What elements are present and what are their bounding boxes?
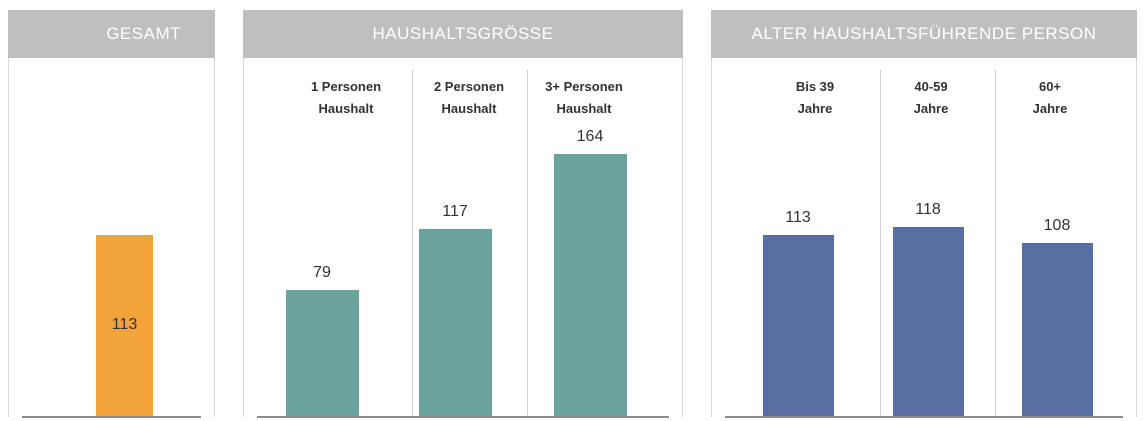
bar xyxy=(554,154,627,416)
separator xyxy=(412,70,413,416)
value-label: 108 xyxy=(1017,217,1097,235)
category-label: 40-59 Jahre xyxy=(871,76,991,120)
value-label: 113 xyxy=(758,209,838,227)
panel-header: GESAMT xyxy=(8,10,215,58)
baseline xyxy=(725,416,1123,418)
value-label: 113 xyxy=(85,316,165,334)
bar xyxy=(419,229,492,416)
bar xyxy=(763,235,834,416)
page: (() => { const data = JSON.parse(documen… xyxy=(0,0,1147,421)
category-label: 2 Personen Haushalt xyxy=(409,76,529,120)
panel-header: ALTER HAUSHALTSFÜHRENDE PERSON xyxy=(711,10,1137,58)
category-label: Bis 39 Jahre xyxy=(755,76,875,120)
baseline xyxy=(22,416,201,418)
value-label: 117 xyxy=(415,203,495,221)
separator xyxy=(527,70,528,416)
bar xyxy=(286,290,359,416)
category-label: 3+ Personen Haushalt xyxy=(524,76,644,120)
category-label: 1 Personen Haushalt xyxy=(286,76,406,120)
category-label: 60+ Jahre xyxy=(990,76,1110,120)
value-label: 164 xyxy=(550,128,630,146)
baseline xyxy=(257,416,669,418)
separator xyxy=(880,70,881,416)
value-label: 118 xyxy=(888,201,968,219)
bar xyxy=(1022,243,1093,416)
value-label: 79 xyxy=(282,264,362,282)
bar xyxy=(893,227,964,416)
panel-header: HAUSHALTSGRÖSSE xyxy=(243,10,683,58)
separator xyxy=(995,70,996,416)
